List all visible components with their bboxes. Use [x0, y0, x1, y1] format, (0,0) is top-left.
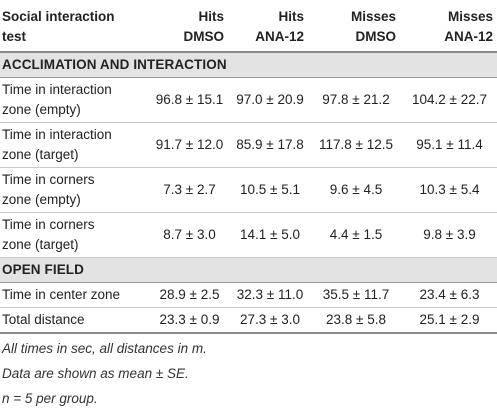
cell-value: 117.8 ± 12.5: [310, 122, 402, 168]
table-row: Time in center zone 28.9 ± 2.5 32.3 ± 11…: [0, 282, 497, 308]
cell-value: 9.6 ± 4.5: [310, 167, 402, 213]
table-row: Time in corners zone (target) 8.7 ± 3.0 …: [0, 212, 497, 258]
table-footnotes: All times in sec, all distances in m. Da…: [2, 336, 207, 411]
cell-value: 85.9 ± 17.8: [230, 122, 310, 168]
cell-value: 27.3 ± 3.0: [230, 307, 310, 334]
cell-value: 9.8 ± 3.9: [402, 212, 497, 258]
cell-value: 96.8 ± 15.1: [149, 77, 230, 123]
row-label: Time in center zone: [0, 282, 149, 308]
section-header-acclimation: ACCLIMATION AND INTERACTION: [0, 52, 497, 78]
cell-value: 23.3 ± 0.9: [149, 307, 230, 334]
table-header-row: Social interaction test Hits DMSO Hits A…: [0, 3, 497, 53]
cell-value: 14.1 ± 5.0: [230, 212, 310, 258]
cell-value: 32.3 ± 11.0: [230, 282, 310, 308]
footnote-units: All times in sec, all distances in m.: [2, 341, 207, 356]
table-row: Time in interaction zone (empty) 96.8 ± …: [0, 77, 497, 123]
header-hits-ana12: Hits ANA-12: [230, 3, 310, 53]
cell-value: 91.7 ± 12.0: [149, 122, 230, 168]
table-row: Total distance 23.3 ± 0.9 27.3 ± 3.0 23.…: [0, 307, 497, 334]
cell-value: 35.5 ± 11.7: [310, 282, 402, 308]
data-table: Social interaction test Hits DMSO Hits A…: [0, 3, 497, 334]
row-label: Time in interaction zone (target): [0, 122, 149, 168]
cell-value: 8.7 ± 3.0: [149, 212, 230, 258]
footnote-n: n = 5 per group.: [2, 391, 98, 406]
table-row: Time in corners zone (empty) 7.3 ± 2.7 1…: [0, 167, 497, 213]
header-hits-dmso: Hits DMSO: [149, 3, 230, 53]
footnote-stats: Data are shown as mean ± SE.: [2, 366, 189, 381]
row-label: Total distance: [0, 307, 149, 334]
header-test: Social interaction test: [0, 3, 149, 53]
row-label: Time in corners zone (empty): [0, 167, 149, 213]
cell-value: 25.1 ± 2.9: [402, 307, 497, 334]
section-header-open-field: OPEN FIELD: [0, 257, 497, 283]
table-row: Time in interaction zone (target) 91.7 ±…: [0, 122, 497, 168]
row-label: Time in corners zone (target): [0, 212, 149, 258]
cell-value: 97.8 ± 21.2: [310, 77, 402, 123]
cell-value: 10.3 ± 5.4: [402, 167, 497, 213]
row-label: Time in interaction zone (empty): [0, 77, 149, 123]
cell-value: 23.8 ± 5.8: [310, 307, 402, 334]
cell-value: 10.5 ± 5.1: [230, 167, 310, 213]
cell-value: 97.0 ± 20.9: [230, 77, 310, 123]
header-misses-ana12: Misses ANA-12: [402, 3, 497, 53]
cell-value: 95.1 ± 11.4: [402, 122, 497, 168]
cell-value: 23.4 ± 6.3: [402, 282, 497, 308]
cell-value: 4.4 ± 1.5: [310, 212, 402, 258]
cell-value: 28.9 ± 2.5: [149, 282, 230, 308]
cell-value: 7.3 ± 2.7: [149, 167, 230, 213]
header-misses-dmso: Misses DMSO: [310, 3, 402, 53]
cell-value: 104.2 ± 22.7: [402, 77, 497, 123]
